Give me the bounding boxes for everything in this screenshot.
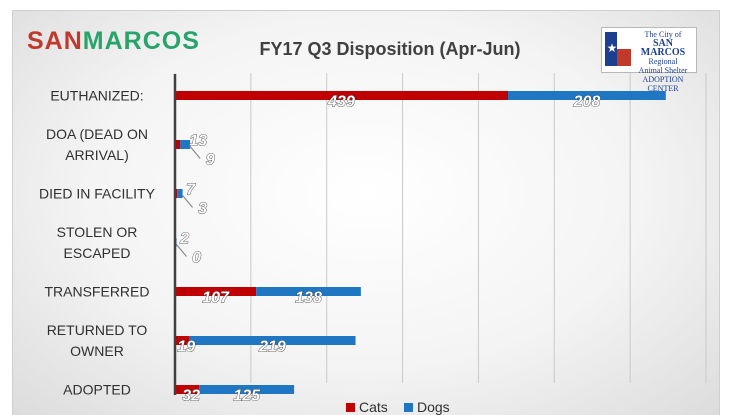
data-label-dogs: 13: [189, 133, 207, 150]
san-marcos-logo: SANMARCOS: [27, 27, 200, 56]
data-label-dogs: 2: [179, 231, 189, 248]
data-label-cats: 107: [202, 290, 230, 307]
logo-text-san: SAN: [27, 27, 83, 55]
texas-flag-icon: ★: [605, 32, 631, 66]
animal-shelter-logo: ★ The City of SAN MARCOS Regional Animal…: [601, 27, 697, 93]
leader-line: [176, 244, 187, 257]
bar-dogs: [199, 385, 295, 394]
data-label-dogs: 7: [186, 182, 196, 199]
bar-cats: [175, 336, 190, 345]
category-label: RETURNED TO: [47, 322, 148, 338]
bar-cats: [175, 287, 257, 296]
bar-dogs: [180, 140, 191, 149]
data-label-cats: 0: [192, 250, 201, 267]
bar-cats: [175, 385, 200, 394]
category-label: ADOPTED: [63, 382, 131, 398]
bar-cats: [175, 91, 509, 100]
category-label: DOA (DEAD ON: [46, 126, 148, 142]
category-label: OWNER: [70, 343, 124, 359]
legend-label-dogs: Dogs: [417, 399, 450, 415]
bar-dogs: [177, 189, 183, 198]
leader-line: [182, 195, 193, 208]
data-label-dogs: 219: [258, 339, 286, 356]
chart-title: FY17 Q3 Disposition (Apr-Jun): [259, 39, 520, 59]
data-label-dogs: 138: [295, 290, 322, 307]
category-label: STOLEN OR: [57, 224, 138, 240]
data-label-cats: 439: [327, 94, 355, 111]
legend-swatch-dogs: [404, 403, 413, 412]
leader-line: [189, 146, 201, 159]
bar-dogs: [189, 336, 356, 345]
category-label: ESCAPED: [64, 245, 131, 261]
data-label-cats: 9: [206, 152, 215, 169]
category-label: ARRIVAL): [65, 147, 129, 163]
logo-line-2: SAN MARCOS: [640, 38, 686, 58]
chart-frame: SANMARCOS ★ The City of SAN MARCOS Regio…: [12, 10, 720, 415]
bar-dogs: [508, 91, 666, 100]
data-label-cats: 32: [182, 388, 200, 405]
data-label-dogs: 208: [573, 94, 601, 111]
data-label-dogs: 125: [233, 388, 261, 405]
category-label: TRANSFERRED: [44, 284, 149, 300]
bar-dogs: [256, 287, 361, 296]
bar-cats: [175, 140, 181, 149]
data-label-cats: 3: [198, 201, 207, 218]
logo-line-1: The City of: [644, 30, 682, 39]
logo-line-4: Animal Shelter: [638, 66, 688, 75]
logo-line-5: ADOPTION CENTER: [642, 75, 684, 93]
legend-label-cats: Cats: [359, 399, 388, 415]
disposition-bar-chart: FY17 Q3 Disposition (Apr-Jun) EUTHANIZED:…: [39, 39, 707, 415]
category-label: EUTHANIZED:: [50, 88, 143, 104]
category-label: DIED IN FACILITY: [39, 186, 156, 202]
logo-text-marcos: MARCOS: [82, 27, 200, 55]
data-label-cats: 19: [177, 339, 195, 356]
legend-swatch-cats: [346, 403, 355, 412]
logo-line-3: Regional: [648, 57, 678, 66]
